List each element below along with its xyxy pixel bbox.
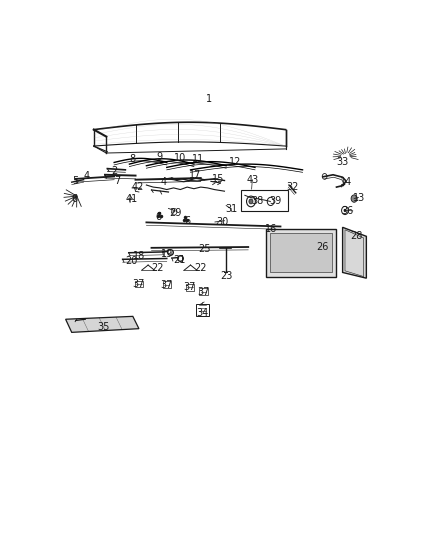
Text: 29: 29 xyxy=(169,208,181,218)
Polygon shape xyxy=(270,233,332,272)
Text: 19: 19 xyxy=(161,249,173,259)
Text: 21: 21 xyxy=(173,255,186,265)
Text: 14: 14 xyxy=(339,177,352,187)
Text: 37: 37 xyxy=(133,279,145,289)
Text: 35: 35 xyxy=(98,322,110,333)
Text: 15: 15 xyxy=(212,174,224,184)
Circle shape xyxy=(351,195,357,202)
Text: 37: 37 xyxy=(184,282,196,292)
Text: 37: 37 xyxy=(161,280,173,290)
Text: 22: 22 xyxy=(194,263,206,273)
Text: 25: 25 xyxy=(198,245,210,254)
Text: 6: 6 xyxy=(155,212,161,222)
Text: 13: 13 xyxy=(353,193,366,203)
Text: 33: 33 xyxy=(336,157,349,167)
Text: 5: 5 xyxy=(73,176,79,187)
Text: 39: 39 xyxy=(269,196,282,206)
Text: 42: 42 xyxy=(132,182,144,192)
Text: 6: 6 xyxy=(184,216,190,226)
Text: 17: 17 xyxy=(189,170,202,180)
Text: 20: 20 xyxy=(125,255,138,265)
Text: 11: 11 xyxy=(192,154,204,164)
Text: 2: 2 xyxy=(111,166,117,176)
Text: 32: 32 xyxy=(286,182,299,192)
Text: 12: 12 xyxy=(229,157,241,167)
Text: 36: 36 xyxy=(341,206,353,216)
Text: 1: 1 xyxy=(206,94,212,104)
Text: 4: 4 xyxy=(160,177,166,187)
Text: 37: 37 xyxy=(197,287,210,297)
Text: 23: 23 xyxy=(220,271,233,281)
Polygon shape xyxy=(266,229,336,277)
Text: 10: 10 xyxy=(173,153,186,163)
Polygon shape xyxy=(343,227,366,278)
Text: 38: 38 xyxy=(251,196,264,206)
Text: 30: 30 xyxy=(217,217,229,227)
Text: 7: 7 xyxy=(114,176,121,187)
Text: 6: 6 xyxy=(71,193,78,204)
Text: 4: 4 xyxy=(84,171,90,181)
Polygon shape xyxy=(66,317,139,333)
Text: 18: 18 xyxy=(133,251,145,261)
Text: 43: 43 xyxy=(246,175,258,185)
Circle shape xyxy=(249,199,253,204)
Circle shape xyxy=(344,209,346,212)
Text: 16: 16 xyxy=(265,224,277,234)
Text: 22: 22 xyxy=(151,263,163,273)
Text: 8: 8 xyxy=(129,154,135,164)
Text: 34: 34 xyxy=(196,309,208,319)
Text: 41: 41 xyxy=(126,195,138,204)
Text: 28: 28 xyxy=(351,231,363,241)
Text: 9: 9 xyxy=(156,152,162,162)
Text: 31: 31 xyxy=(225,204,237,214)
Text: 26: 26 xyxy=(317,243,329,253)
